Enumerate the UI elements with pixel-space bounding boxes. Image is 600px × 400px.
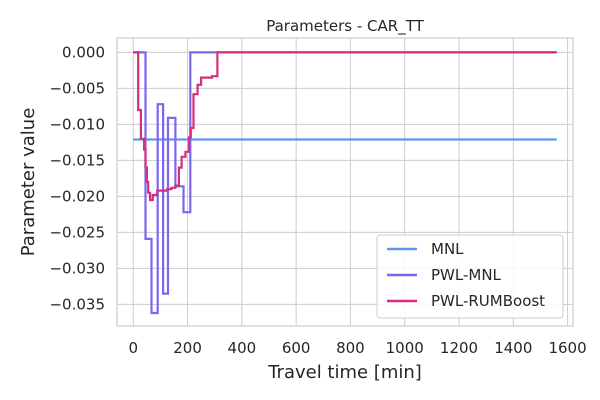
series-line-pwl-mnl [133,51,557,315]
legend: MNL PWL-MNL PWL-RUMBoost [376,234,564,319]
plot-frame [116,37,574,327]
legend-label-pwl-mnl: PWL-MNL [431,266,502,284]
x-tick-label: 0 [129,339,139,357]
x-tick-label: 1000 [386,339,424,357]
y-tick-label: −0.030 [49,259,105,277]
x-tick-label: 400 [228,339,257,357]
series-line-pwl-rumboost [133,51,557,202]
legend-label-pwl-rumboost: PWL-RUMBoost [431,292,545,310]
legend-label-mnl: MNL [431,240,464,258]
y-tick-label: −0.035 [49,295,105,313]
x-tick-label: 1400 [494,339,532,357]
x-tick-label: 600 [282,339,311,357]
x-tick-label: 200 [173,339,202,357]
x-tick-label: 1600 [548,339,586,357]
y-tick-label: 0.000 [62,43,105,61]
y-tick-label: −0.005 [49,79,105,97]
x-tick-label: 800 [336,339,365,357]
x-tick-labels: 0 200 400 600 800 1000 1200 1400 1600 [129,339,587,357]
y-tick-label: −0.025 [49,223,105,241]
y-tick-labels: 0.000 −0.005 −0.010 −0.015 −0.020 −0.025 −0.03… [49,43,105,313]
x-tick-label: 1200 [440,339,478,357]
y-axis-label: Parameter value [18,108,39,257]
series-lines [133,51,557,315]
x-axis-label: Travel time [min] [267,362,422,383]
y-tick-label: −0.015 [49,151,105,169]
chart-title: Parameters - CAR_TT [266,17,424,36]
y-tick-label: −0.020 [49,187,105,205]
legend-box [376,234,564,319]
y-tick-label: −0.010 [49,115,105,133]
